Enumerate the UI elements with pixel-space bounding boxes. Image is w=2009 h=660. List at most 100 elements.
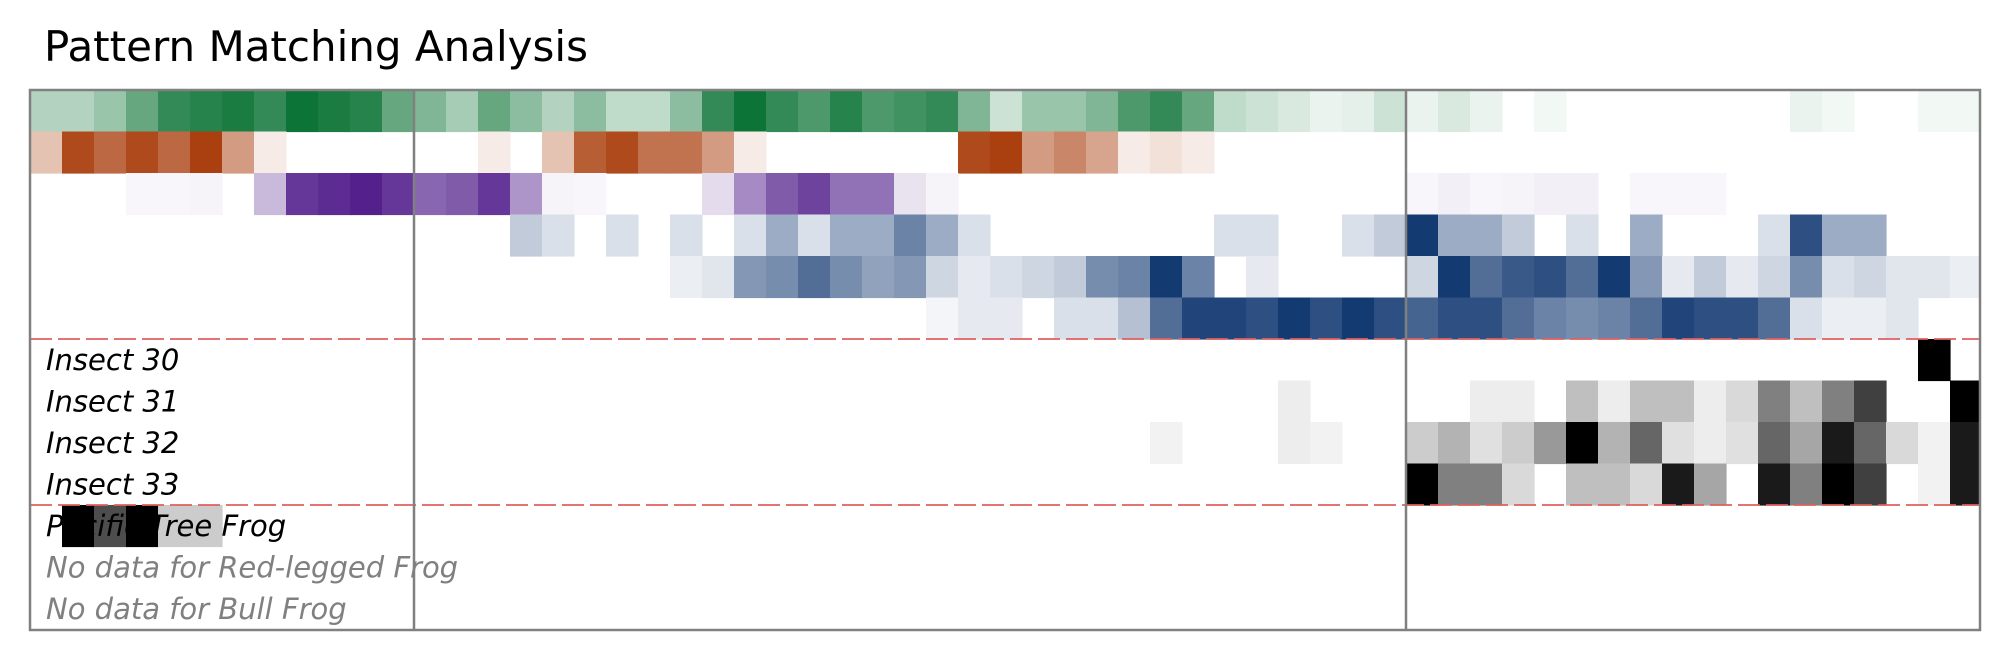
heatmap-cell [1918, 463, 1951, 506]
heatmap-cell [1566, 380, 1599, 423]
heatmap-cell [126, 131, 159, 174]
heatmap-cell [382, 90, 415, 133]
heatmap-cell [158, 90, 191, 133]
heatmap-cell [1374, 90, 1407, 133]
heatmap-cell [1822, 463, 1855, 506]
heatmap-cell [62, 90, 95, 133]
row-label: Insect 30 [46, 343, 179, 377]
heatmap-cell [1406, 214, 1439, 257]
heatmap-cell [1726, 422, 1759, 465]
heatmap-cell [190, 90, 223, 133]
heatmap-cell [1214, 297, 1247, 340]
plot-frame [28, 88, 1982, 632]
heatmap-cell [1502, 380, 1535, 423]
heatmap-cell [1278, 422, 1311, 465]
heatmap-cell [606, 131, 639, 174]
heatmap-cell [958, 256, 991, 299]
heatmap-cell [510, 90, 543, 133]
heatmap-cell [1438, 422, 1471, 465]
heatmap-cell [1758, 380, 1791, 423]
heatmap-cell [1694, 463, 1727, 506]
heatmap-cell [1502, 463, 1535, 506]
heatmap-cell [1470, 90, 1503, 133]
heatmap-cell [1950, 380, 1980, 423]
heatmap-cell [1118, 90, 1151, 133]
heatmap-cell [1182, 90, 1215, 133]
heatmap-cell [798, 90, 831, 133]
heatmap-cell [1246, 90, 1279, 133]
heatmap-cell [1278, 297, 1311, 340]
heatmap-cell [1374, 214, 1407, 257]
heatmap-cell [1598, 463, 1631, 506]
heatmap-cell [670, 214, 703, 257]
heatmap-cell [1310, 422, 1343, 465]
heatmap-cell [1950, 256, 1980, 299]
heatmap-cell [94, 131, 127, 174]
heatmap-cell [1406, 463, 1439, 506]
row-label: Insect 33 [46, 467, 179, 501]
no-data-label: No data for Bull Frog [46, 592, 347, 626]
heatmap-cell [1470, 463, 1503, 506]
heatmap-cell [1662, 256, 1695, 299]
heatmap-cell [1790, 256, 1823, 299]
heatmap-cell [1694, 173, 1727, 216]
heatmap-cell [414, 173, 447, 216]
heatmap-cell [638, 131, 671, 174]
heatmap-cell [1598, 256, 1631, 299]
heatmap-cell [926, 297, 959, 340]
heatmap-cell [766, 256, 799, 299]
heatmap-cell [1918, 90, 1951, 133]
heatmap-cell [1470, 422, 1503, 465]
heatmap-cell [1118, 297, 1151, 340]
heatmap-cell [734, 173, 767, 216]
heatmap-cell [958, 90, 991, 133]
heatmap-cell [1694, 297, 1727, 340]
heatmap-cell [94, 90, 127, 133]
heatmap-cell [1182, 297, 1215, 340]
heatmap-cell [1854, 380, 1887, 423]
heatmap-cell [1950, 463, 1980, 506]
heatmap-cell [190, 505, 223, 548]
heatmap-cell [510, 173, 543, 216]
heatmap-cell [1694, 380, 1727, 423]
heatmap-cell [190, 131, 223, 174]
heatmap-cell [1054, 131, 1087, 174]
heatmap-cell [1790, 297, 1823, 340]
heatmap-cell [1502, 214, 1535, 257]
heatmap-cell [542, 90, 575, 133]
heatmap-cell [1950, 90, 1980, 133]
heatmap-cell [1502, 422, 1535, 465]
heatmap-cell [1534, 422, 1567, 465]
heatmap-cell [126, 90, 159, 133]
heatmap-cell [62, 131, 95, 174]
heatmap-cell [1630, 463, 1663, 506]
heatmap-cell [990, 131, 1023, 174]
heatmap-cell [734, 90, 767, 133]
heatmap-cell [1054, 90, 1087, 133]
heatmap-cell [1054, 256, 1087, 299]
heatmap-cell [62, 505, 95, 548]
heatmap-cell [1086, 256, 1119, 299]
heatmap-cell [1790, 90, 1823, 133]
heatmap-cell [1118, 256, 1151, 299]
heatmap-cell [286, 173, 319, 216]
heatmap-cell [734, 214, 767, 257]
heatmap-cell [1630, 422, 1663, 465]
heatmap-cell [510, 214, 543, 257]
heatmap-cell [1150, 90, 1183, 133]
heatmap-cell [1246, 256, 1279, 299]
heatmap-cell [574, 131, 607, 174]
heatmap-cell [862, 214, 895, 257]
heatmap-cell [222, 90, 255, 133]
heatmap-cell [894, 173, 927, 216]
heatmap-cell [1438, 214, 1471, 257]
heatmap-cell [1918, 256, 1951, 299]
heatmap-cell [1566, 214, 1599, 257]
heatmap-cell [1662, 463, 1695, 506]
heatmap-cell [1470, 214, 1503, 257]
heatmap-cell [1470, 297, 1503, 340]
heatmap-cell [1598, 380, 1631, 423]
heatmap-cell [1214, 90, 1247, 133]
heatmap-cell [1502, 297, 1535, 340]
heatmap-cell [1790, 463, 1823, 506]
